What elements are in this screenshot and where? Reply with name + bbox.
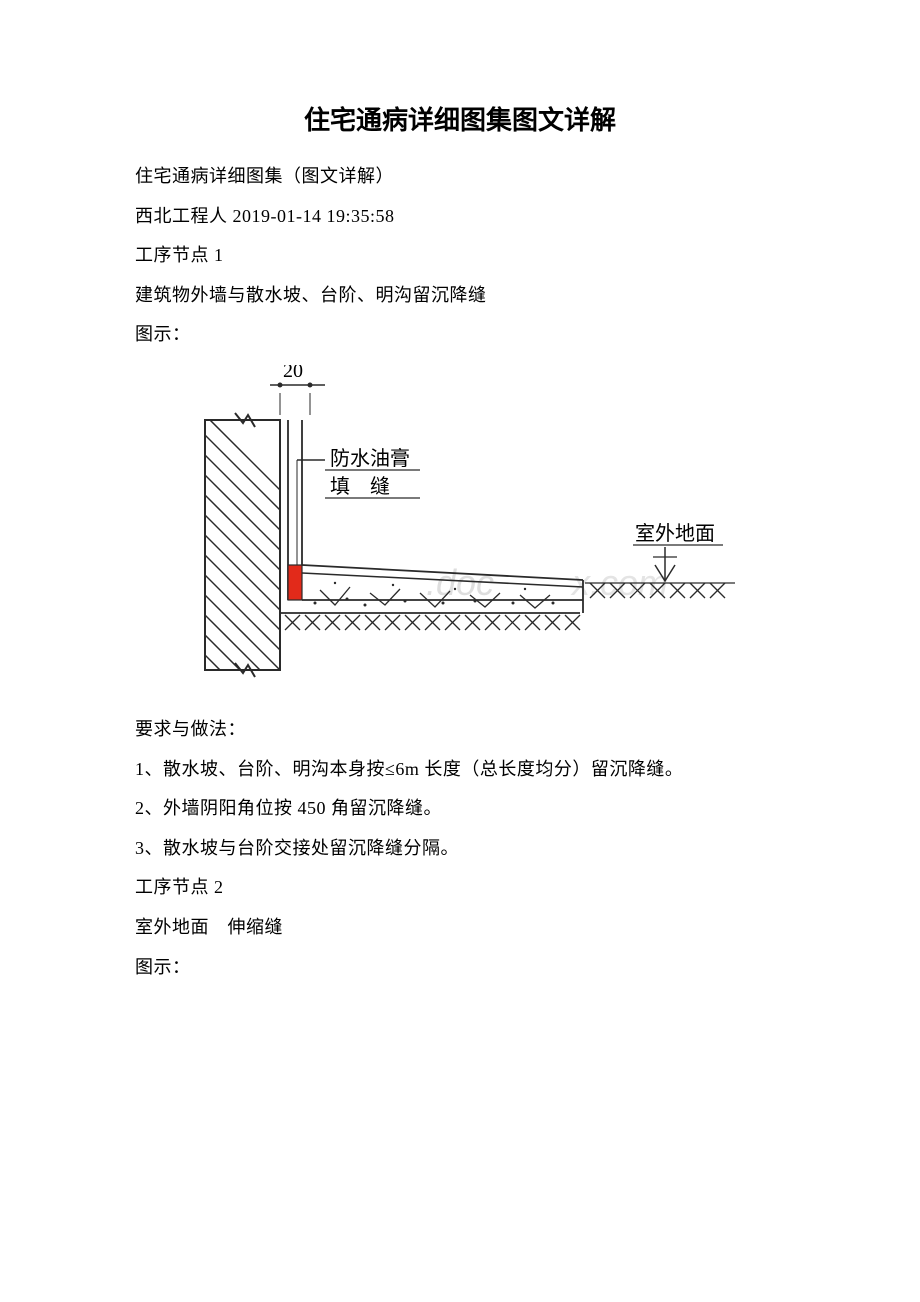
label-waterproof-paste: 防水油膏: [330, 447, 410, 470]
author-line: 西北工程人 2019-01-14 19:35:58: [135, 197, 785, 237]
settlement-joint-diagram: .doc x.com 20: [175, 365, 745, 695]
subtitle: 住宅通病详细图集（图文详解）: [135, 157, 785, 197]
node2-desc: 室外地面 伸缩缝: [135, 908, 785, 948]
node1-desc: 建筑物外墙与散水坡、台阶、明沟留沉降缝: [135, 276, 785, 316]
tushi-label: 图示：: [135, 315, 785, 355]
requirement-2: 2、外墙阴阳角位按 450 角留沉降缝。: [135, 789, 785, 829]
tushi-label-2: 图示：: [135, 948, 785, 988]
label-fill-joint: 填 缝: [330, 475, 390, 498]
label-outdoor-ground: 室外地面: [635, 522, 715, 545]
dim-20-label: 20: [283, 365, 303, 382]
requirements-heading: 要求与做法：: [135, 710, 785, 750]
node1-title: 工序节点 1: [135, 236, 785, 276]
requirement-3: 3、散水坡与台阶交接处留沉降缝分隔。: [135, 829, 785, 869]
document-title: 住宅通病详细图集图文详解: [135, 100, 785, 137]
requirement-1: 1、散水坡、台阶、明沟本身按≤6m 长度（总长度均分）留沉降缝。: [135, 750, 785, 790]
node2-title: 工序节点 2: [135, 868, 785, 908]
